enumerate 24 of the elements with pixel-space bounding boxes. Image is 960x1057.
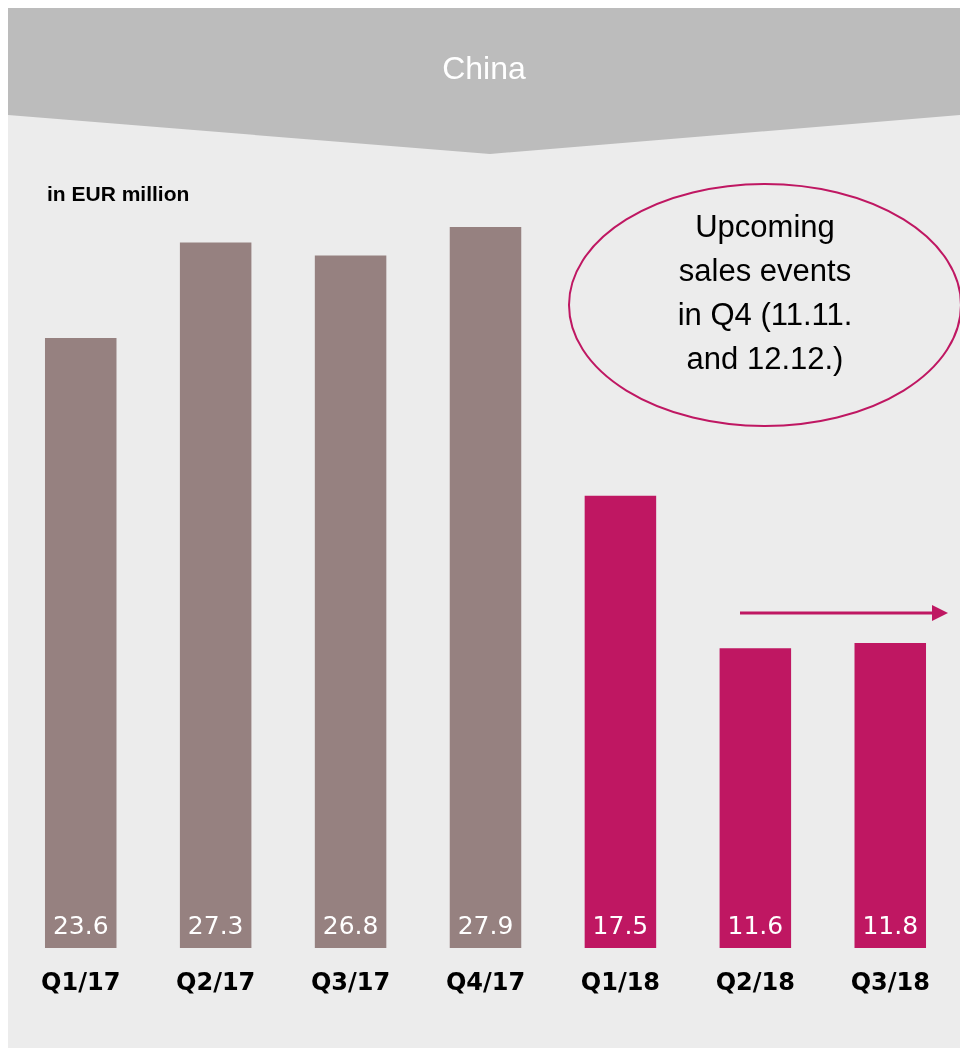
data-label: 11.6 bbox=[727, 911, 784, 940]
x-tick-label: Q1/17 bbox=[41, 967, 121, 996]
chart-subtitle: in EUR million bbox=[47, 182, 190, 206]
bar bbox=[44, 338, 117, 948]
x-tick-label: Q4/17 bbox=[445, 967, 526, 996]
bar bbox=[584, 495, 657, 948]
bar bbox=[179, 242, 252, 948]
data-label: 17.5 bbox=[592, 911, 649, 940]
x-tick-label: Q3/17 bbox=[310, 967, 391, 996]
x-tick-label: Q1/18 bbox=[580, 967, 661, 996]
bar bbox=[449, 227, 522, 948]
data-label: 26.8 bbox=[322, 911, 379, 940]
annotation: Upcoming sales events in Q4 (11.11. and 12.12.) bbox=[676, 208, 854, 378]
x-tick-label: Q2/17 bbox=[176, 967, 256, 996]
bar bbox=[719, 648, 792, 948]
bar bbox=[314, 255, 387, 948]
data-label: 27.3 bbox=[187, 911, 244, 940]
data-label: 27.9 bbox=[457, 911, 514, 940]
data-label: 23.6 bbox=[52, 911, 109, 940]
chart-title: China bbox=[441, 50, 527, 87]
data-label: 11.8 bbox=[862, 911, 919, 940]
bar bbox=[854, 643, 927, 948]
x-tick-label: Q2/18 bbox=[715, 967, 795, 996]
x-tick-label: Q3/18 bbox=[850, 967, 930, 996]
